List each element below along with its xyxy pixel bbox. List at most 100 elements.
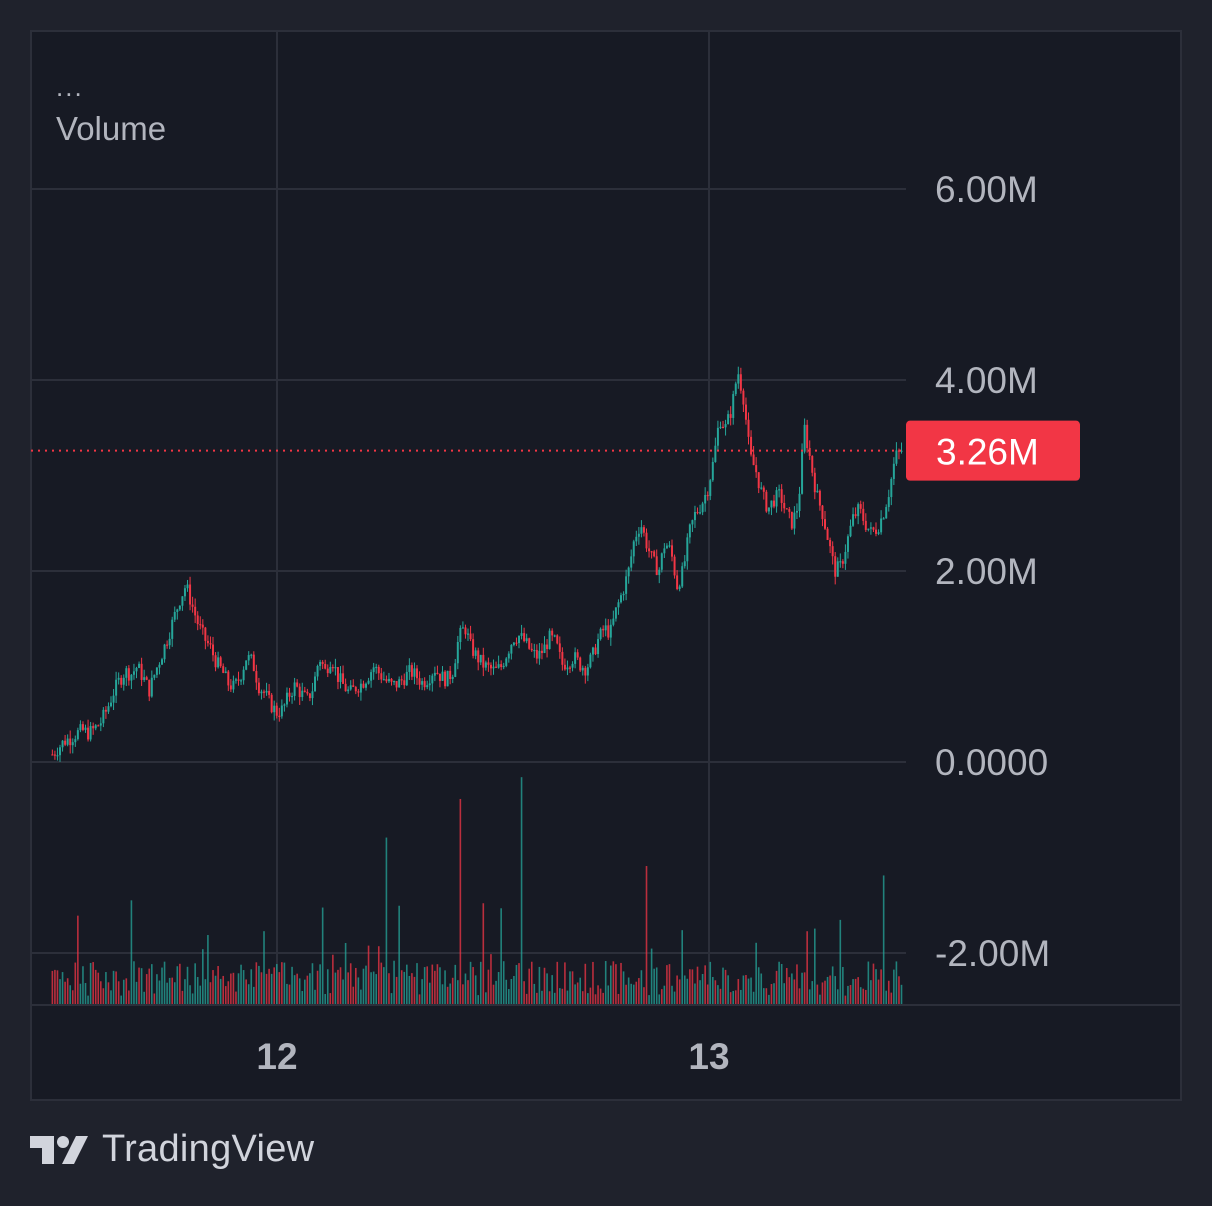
volume-bar — [836, 989, 839, 1004]
candle-body — [688, 524, 691, 538]
candle-body — [69, 738, 72, 746]
candle-body — [178, 605, 181, 610]
candle-body — [548, 630, 551, 650]
candle-body — [862, 508, 865, 521]
candle-body — [342, 673, 345, 684]
volume-bar — [459, 798, 462, 1004]
candle-body — [569, 667, 572, 669]
candle-body — [808, 448, 811, 456]
volume-bar — [829, 975, 831, 1004]
candle-body — [426, 685, 429, 688]
candle-body — [385, 679, 388, 682]
volume-bar — [847, 985, 849, 1004]
volume-bar — [304, 979, 306, 1004]
volume-bar — [724, 969, 727, 1004]
candle-body — [270, 694, 273, 713]
candle-body — [122, 677, 125, 685]
volume-bar — [704, 965, 706, 1004]
volume-bar — [890, 992, 893, 1004]
volume-bar — [199, 985, 202, 1004]
candle-body — [492, 666, 495, 669]
candle-body — [834, 556, 837, 577]
candle-body — [714, 445, 717, 462]
volume-bar — [222, 975, 225, 1004]
volume-bar — [525, 993, 528, 1004]
candle-body — [824, 519, 827, 529]
candle-body — [829, 539, 832, 547]
volume-bar — [265, 973, 268, 1004]
volume-bar — [612, 961, 615, 1004]
volume-bar — [446, 986, 449, 1004]
candle-body — [472, 639, 475, 656]
volume-bar — [375, 974, 378, 1004]
candle-body — [543, 644, 546, 654]
candle-body — [887, 497, 890, 508]
candle-body — [367, 680, 370, 684]
volume-bar — [556, 961, 559, 1004]
volume-bar — [757, 967, 760, 1004]
volume-bar — [217, 966, 219, 1004]
volume-bar — [156, 974, 158, 1004]
volume-bar — [727, 975, 729, 1004]
candle-body — [288, 692, 291, 697]
volume-bar — [808, 989, 811, 1004]
legend-more-button[interactable]: ... — [56, 72, 84, 102]
candle-body — [586, 667, 589, 676]
volume-bar — [441, 984, 444, 1004]
volume-bar — [857, 977, 859, 1004]
candle-body — [326, 668, 329, 674]
candle-body — [681, 566, 684, 587]
price-axis-tick-label: 6.00M — [935, 169, 1038, 210]
volume-bar — [655, 967, 658, 1004]
candle-body — [102, 709, 105, 724]
volume-bar — [678, 979, 681, 1004]
volume-bar — [773, 983, 775, 1004]
candle-body — [66, 738, 69, 745]
volume-bar — [579, 977, 582, 1004]
candle-body — [869, 527, 872, 529]
volume-bar — [676, 975, 678, 1004]
volume-bar — [133, 961, 135, 1004]
candle-body — [558, 643, 561, 652]
candle-body — [561, 651, 564, 665]
volume-bar — [143, 991, 145, 1004]
volume-bar — [306, 975, 309, 1004]
candle-body — [882, 518, 885, 520]
price-axis[interactable]: 6.00M 4.00M 2.00M 0.0000 -2.00M — [935, 169, 1050, 974]
candle-body — [413, 668, 416, 677]
candle-body — [173, 611, 176, 620]
volume-bar — [824, 980, 826, 1004]
candle-body — [818, 490, 821, 506]
volume-bar — [260, 972, 263, 1004]
candle-body — [433, 672, 436, 676]
candle-body — [92, 726, 95, 729]
volume-bar — [158, 980, 161, 1004]
volume-bar — [449, 983, 451, 1004]
candle-body — [224, 671, 227, 673]
volume-bar — [230, 973, 232, 1004]
volume-bar — [706, 984, 709, 1004]
candle-body — [94, 725, 97, 729]
volume-bar — [140, 968, 143, 1004]
candle-body — [729, 414, 732, 418]
volume-bar — [686, 978, 689, 1004]
volume-bar — [472, 967, 474, 1004]
volume-bar — [181, 990, 184, 1004]
volume-bar — [755, 942, 757, 1004]
volume-bar — [454, 964, 457, 1004]
volume-bar — [186, 966, 189, 1004]
volume-bar — [365, 965, 367, 1004]
tradingview-brand[interactable]: TradingView — [30, 1128, 314, 1171]
time-axis[interactable]: 12 13 — [256, 1036, 729, 1077]
candle-body — [255, 671, 258, 683]
candle-body — [487, 662, 490, 665]
volume-bar — [885, 990, 888, 1004]
candle-body — [64, 740, 67, 745]
volume-bar — [821, 982, 824, 1004]
volume-bar — [212, 970, 214, 1004]
volume-bar — [865, 989, 867, 1004]
volume-bar — [112, 970, 115, 1004]
volume-bar — [765, 988, 768, 1004]
candle-body — [821, 505, 824, 520]
